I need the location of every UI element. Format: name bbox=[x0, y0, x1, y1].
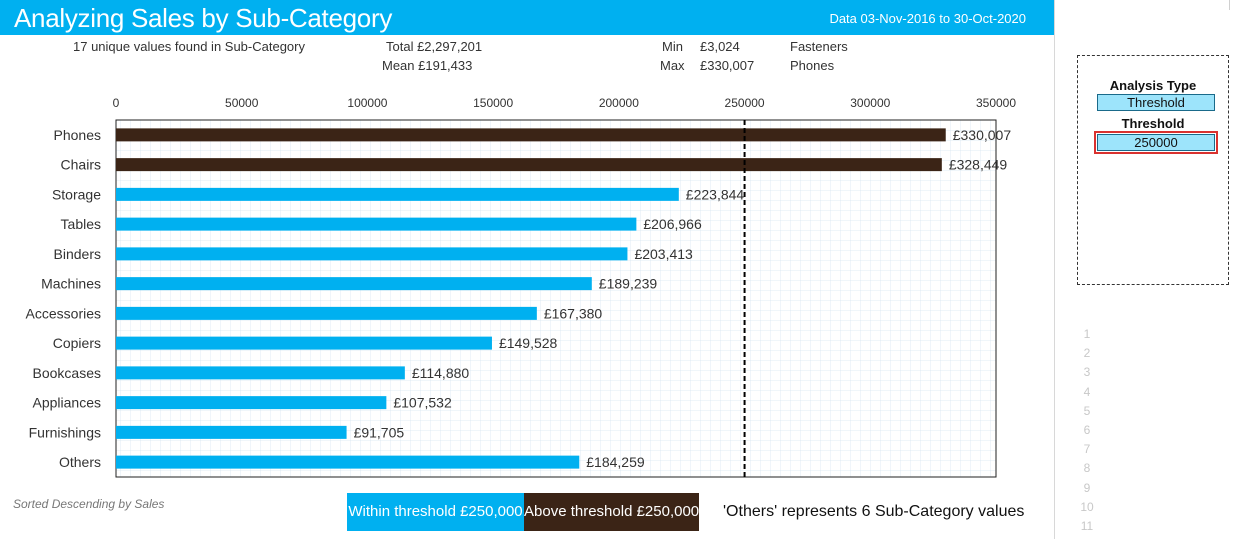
x-tick-label: 350000 bbox=[976, 96, 1016, 110]
category-label: Machines bbox=[41, 276, 101, 292]
bar-others bbox=[116, 455, 580, 469]
data-label: £184,259 bbox=[586, 454, 645, 470]
category-label: Bookcases bbox=[33, 365, 101, 381]
row-number: 5 bbox=[1083, 403, 1091, 418]
unique-values-text: 17 unique values found in Sub-Category bbox=[73, 39, 305, 54]
min-name: Fasteners bbox=[790, 39, 848, 54]
x-tick-label: 300000 bbox=[850, 96, 890, 110]
data-label: £189,239 bbox=[599, 276, 658, 292]
row-number: 7 bbox=[1083, 442, 1091, 457]
bar-storage bbox=[116, 187, 679, 201]
category-label: Tables bbox=[61, 216, 101, 232]
bar-binders bbox=[116, 247, 628, 261]
x-tick-label: 0 bbox=[113, 96, 120, 110]
bar-machines bbox=[116, 277, 592, 291]
x-tick-label: 150000 bbox=[473, 96, 513, 110]
header-bar: Analyzing Sales by Sub-Category Data 03-… bbox=[0, 0, 1054, 35]
category-label: Phones bbox=[54, 127, 101, 143]
row-number: 6 bbox=[1083, 423, 1091, 437]
x-tick-label: 200000 bbox=[599, 96, 639, 110]
others-note: 'Others' represents 6 Sub-Category value… bbox=[723, 503, 1025, 520]
data-label: £91,705 bbox=[354, 424, 405, 440]
sheet-gridline bbox=[1229, 0, 1230, 10]
bar-furnishings bbox=[116, 425, 347, 439]
max-name: Phones bbox=[790, 58, 835, 73]
threshold-input[interactable]: 250000 bbox=[1094, 131, 1218, 154]
category-label: Furnishings bbox=[29, 424, 101, 440]
data-label: £223,844 bbox=[686, 186, 745, 202]
bar-tables bbox=[116, 217, 637, 231]
category-label: Appliances bbox=[33, 395, 102, 411]
row-number: 10 bbox=[1080, 499, 1094, 514]
row-number: 9 bbox=[1083, 480, 1091, 495]
data-label: £107,532 bbox=[393, 395, 452, 411]
bar-bookcases bbox=[116, 366, 405, 380]
max-label: Max bbox=[660, 58, 685, 73]
min-label: Min bbox=[662, 39, 683, 54]
category-label: Storage bbox=[52, 186, 101, 202]
row-number: 3 bbox=[1083, 365, 1091, 380]
x-tick-label: 250000 bbox=[725, 96, 765, 110]
category-label: Copiers bbox=[53, 335, 101, 351]
total-text: Total £2,297,201 bbox=[386, 39, 483, 54]
row-number: 1 bbox=[1083, 327, 1091, 341]
row-number: 8 bbox=[1083, 461, 1091, 476]
x-tick-label: 50000 bbox=[225, 96, 259, 110]
bar-phones bbox=[116, 128, 946, 142]
data-label: £328,449 bbox=[949, 157, 1008, 173]
max-value: £330,007 bbox=[700, 58, 755, 73]
row-number: 11 bbox=[1080, 519, 1094, 533]
row-number: 2 bbox=[1083, 346, 1091, 361]
sales-bar-chart: 0 50000 100000 150000 200000 250000 300000 3500… bbox=[26, 96, 1016, 478]
row-number: 4 bbox=[1083, 384, 1091, 399]
plot-grid bbox=[116, 120, 996, 477]
legend-above-threshold: Above threshold £250,000 bbox=[524, 493, 699, 531]
panel-divider bbox=[1054, 0, 1055, 539]
data-label: £114,880 bbox=[412, 365, 470, 381]
category-label: Others bbox=[59, 454, 101, 470]
x-tick-label: 100000 bbox=[347, 96, 387, 110]
category-label: Accessories bbox=[26, 305, 101, 321]
data-label: £167,380 bbox=[544, 305, 603, 321]
page-title: Analyzing Sales by Sub-Category bbox=[14, 3, 393, 33]
category-label: Chairs bbox=[61, 157, 101, 173]
bar-chairs bbox=[116, 158, 942, 172]
sort-note: Sorted Descending by Sales bbox=[13, 497, 165, 511]
analysis-type-label: Analysis Type bbox=[1109, 78, 1197, 93]
bar-appliances bbox=[116, 396, 387, 410]
date-range: Data 03-Nov-2016 to 30-Oct-2020 bbox=[829, 11, 1026, 26]
legend-within-threshold: Within threshold £250,000 bbox=[347, 493, 524, 531]
mean-text: Mean £191,433 bbox=[382, 58, 473, 73]
bar-copiers bbox=[116, 336, 492, 350]
category-label: Binders bbox=[54, 246, 101, 262]
analysis-settings-panel: Analysis Type Threshold Threshold 250000 bbox=[1077, 55, 1229, 285]
plot-border bbox=[115, 119, 997, 478]
data-label: £149,528 bbox=[499, 335, 558, 351]
min-value: £3,024 bbox=[700, 39, 740, 54]
bar-accessories bbox=[116, 306, 537, 320]
threshold-label: Threshold bbox=[1121, 116, 1185, 131]
data-label: £330,007 bbox=[953, 127, 1012, 143]
data-label: £203,413 bbox=[634, 246, 693, 262]
data-label: £206,966 bbox=[643, 216, 702, 232]
analysis-type-dropdown[interactable]: Threshold bbox=[1097, 94, 1215, 111]
